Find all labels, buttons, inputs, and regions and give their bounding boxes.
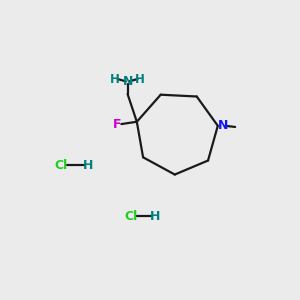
Text: H: H [135, 73, 145, 85]
Text: H: H [83, 159, 93, 172]
Text: H: H [110, 73, 120, 85]
Text: N: N [122, 75, 133, 88]
Text: Cl: Cl [55, 159, 68, 172]
Text: Cl: Cl [124, 210, 137, 223]
Text: H: H [150, 210, 160, 223]
Text: F: F [113, 118, 122, 130]
Text: N: N [218, 119, 228, 132]
